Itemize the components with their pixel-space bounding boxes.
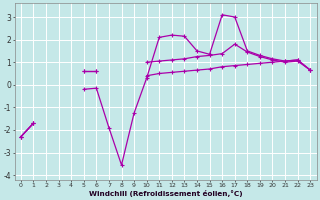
X-axis label: Windchill (Refroidissement éolien,°C): Windchill (Refroidissement éolien,°C) <box>89 190 242 197</box>
